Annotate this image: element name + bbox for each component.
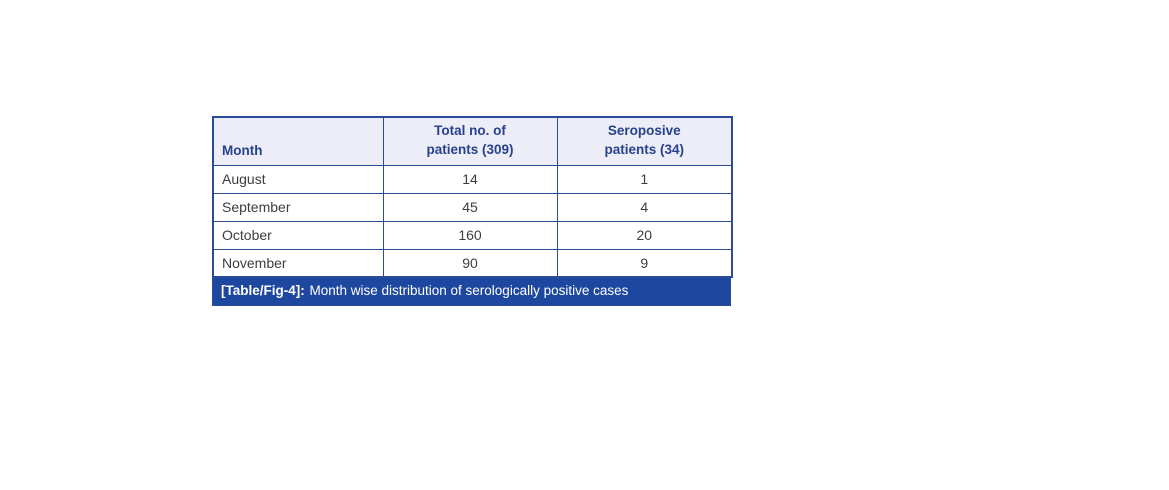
cell-seropositive: 20 xyxy=(556,220,733,250)
cell-seropositive: 1 xyxy=(556,164,733,194)
table-fig-4: Month Total no. of patients (309) Seropo… xyxy=(212,116,733,306)
column-header-month: Month xyxy=(212,116,384,166)
month-distribution-table: Month Total no. of patients (309) Seropo… xyxy=(212,116,733,278)
table-caption-tag: [Table/Fig-4]: xyxy=(221,283,305,298)
column-header-total-patients: Total no. of patients (309) xyxy=(382,116,558,166)
table-row: September 45 4 xyxy=(212,192,733,222)
table-caption: [Table/Fig-4]: Month wise distribution of… xyxy=(212,278,731,306)
cell-total: 45 xyxy=(382,192,558,222)
cell-month: September xyxy=(212,192,384,222)
cell-seropositive: 4 xyxy=(556,192,733,222)
table-caption-text: Month wise distribution of serologically… xyxy=(309,283,629,298)
cell-month: August xyxy=(212,164,384,194)
header-row: Month Total no. of patients (309) Seropo… xyxy=(212,116,733,166)
table-header: Month Total no. of patients (309) Seropo… xyxy=(212,116,733,166)
cell-month: October xyxy=(212,220,384,250)
cell-total: 14 xyxy=(382,164,558,194)
cell-seropositive: 9 xyxy=(556,248,733,278)
table-row: August 14 1 xyxy=(212,164,733,194)
table-body: August 14 1 September 45 4 October 160 2… xyxy=(212,164,733,278)
table-row: November 90 9 xyxy=(212,248,733,278)
cell-total: 90 xyxy=(382,248,558,278)
cell-month: November xyxy=(212,248,384,278)
column-header-seropositive-patients: Seroposive patients (34) xyxy=(556,116,733,166)
cell-total: 160 xyxy=(382,220,558,250)
table-row: October 160 20 xyxy=(212,220,733,250)
